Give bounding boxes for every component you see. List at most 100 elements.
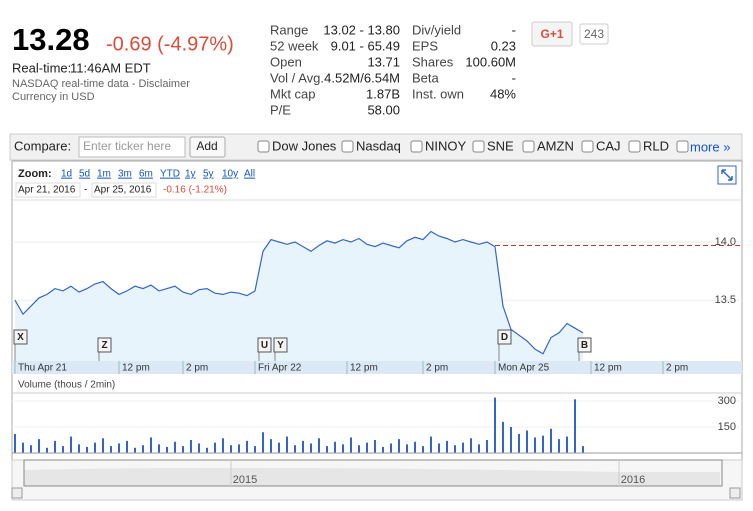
stat-value: - xyxy=(512,22,516,37)
volume-bar xyxy=(534,437,536,453)
zoom-option[interactable]: 1m xyxy=(97,169,111,180)
compare-ticker[interactable]: Dow Jones xyxy=(272,138,337,153)
flag-label[interactable]: U xyxy=(261,340,268,351)
zoom-option[interactable]: 5d xyxy=(79,169,90,180)
volume-bar xyxy=(518,433,520,453)
volume-bar xyxy=(390,443,392,453)
ticker-input[interactable] xyxy=(78,136,186,158)
volume-bar xyxy=(142,445,144,453)
zoom-option[interactable]: 10y xyxy=(222,169,238,180)
zoom-option[interactable]: 3m xyxy=(118,169,132,180)
volume-bar xyxy=(38,439,40,453)
volume-bar xyxy=(30,445,32,453)
flag[interactable] xyxy=(273,337,288,353)
price-area xyxy=(15,231,583,361)
checkbox[interactable] xyxy=(522,140,535,153)
checkbox[interactable] xyxy=(472,140,485,153)
checkbox[interactable] xyxy=(581,140,594,153)
volume-bar xyxy=(118,443,120,453)
stat-value: 0.23 xyxy=(491,38,516,53)
add-label[interactable]: Add xyxy=(196,139,217,153)
compare-ticker[interactable]: AMZN xyxy=(537,138,574,153)
stat-label: P/E xyxy=(270,102,291,117)
stat-value: 4.52M/6.54M xyxy=(324,70,400,85)
gplus-label[interactable]: G+1 xyxy=(540,27,563,41)
volume-bar xyxy=(470,438,472,453)
currency: Currency in USD xyxy=(12,91,95,103)
volume-bar xyxy=(550,428,552,453)
date-box xyxy=(91,182,157,198)
checkbox[interactable] xyxy=(257,140,270,153)
x-tick-label: Thu Apr 21 xyxy=(18,363,67,374)
volume-bar xyxy=(510,427,512,453)
gplus-count: 243 xyxy=(584,27,604,41)
volume-bar xyxy=(542,435,544,453)
stat-label: Range xyxy=(270,22,308,37)
navigator-window[interactable] xyxy=(23,459,723,487)
zoom-option[interactable]: 1y xyxy=(185,169,196,180)
change: -0.69 (-4.97%) xyxy=(106,33,234,55)
volume-bar xyxy=(102,438,104,453)
zoom-option[interactable]: All xyxy=(244,169,255,180)
flag[interactable] xyxy=(97,337,112,353)
range-start: Apr 21, 2016 xyxy=(18,185,76,196)
checkbox[interactable] xyxy=(341,140,354,153)
flag-label[interactable]: B xyxy=(581,340,588,351)
volume-bar xyxy=(582,446,584,453)
compare-ticker[interactable]: NINOY xyxy=(425,138,467,153)
volume-bar xyxy=(214,442,216,453)
volume-bar xyxy=(254,446,256,453)
nav-left-arrow[interactable] xyxy=(11,487,23,499)
add-button[interactable] xyxy=(189,136,226,158)
more-link[interactable]: more » xyxy=(690,139,730,154)
volume-bar xyxy=(62,446,64,453)
volume-bar xyxy=(430,436,432,453)
volume-bar xyxy=(406,444,408,453)
zoom-option[interactable]: YTD xyxy=(160,169,180,180)
volume-bar xyxy=(278,442,280,453)
volume-bar xyxy=(54,440,56,453)
zoom-option[interactable]: 5y xyxy=(203,169,214,180)
volume-title: Volume (thous / 2min) xyxy=(18,380,115,391)
gplus-button[interactable] xyxy=(531,21,573,47)
volume-bar xyxy=(126,440,128,453)
volume-bar xyxy=(94,442,96,453)
range-end: Apr 25, 2016 xyxy=(94,185,152,196)
volume-bar xyxy=(206,447,208,453)
flag-label[interactable]: D xyxy=(501,332,508,343)
compare-ticker[interactable]: Nasdaq xyxy=(356,138,401,153)
volume-bar xyxy=(454,445,456,453)
flag-label[interactable]: Y xyxy=(277,340,284,351)
flag[interactable] xyxy=(577,337,592,353)
checkbox[interactable] xyxy=(628,140,641,153)
checkbox[interactable] xyxy=(676,140,689,153)
volume-bar xyxy=(238,444,240,453)
zoom-option[interactable]: 1d xyxy=(61,169,72,180)
volume-bar xyxy=(342,444,344,453)
range-change: -0.16 (-1.21%) xyxy=(163,185,227,196)
nav-label: 2016 xyxy=(621,474,645,486)
checkbox[interactable] xyxy=(410,140,423,153)
flag-label[interactable]: X xyxy=(17,332,24,343)
ticker-placeholder[interactable]: Enter ticker here xyxy=(83,139,171,153)
x-tick-label: 2 pm xyxy=(426,363,448,374)
volume-bar xyxy=(350,437,352,453)
zoom-option[interactable]: 6m xyxy=(139,169,153,180)
nav-right-arrow[interactable] xyxy=(729,487,741,499)
volume-bar xyxy=(222,438,224,453)
flag[interactable] xyxy=(497,329,512,345)
volume-bar xyxy=(558,439,560,453)
compare-label: Compare: xyxy=(14,138,71,153)
stat-label: Div/yield xyxy=(412,22,461,37)
volume-bar xyxy=(446,440,448,453)
compare-ticker[interactable]: SNE xyxy=(487,138,514,153)
volume-bar xyxy=(374,440,376,453)
flag[interactable] xyxy=(257,337,272,353)
realtime-label: Real-time: xyxy=(12,60,71,75)
flag[interactable] xyxy=(13,329,28,345)
volume-bar xyxy=(398,439,400,453)
compare-ticker[interactable]: RLD xyxy=(643,138,669,153)
compare-ticker[interactable]: CAJ xyxy=(596,138,621,153)
flag-label[interactable]: Z xyxy=(101,340,107,351)
stat-value: 1.87B xyxy=(366,86,400,101)
